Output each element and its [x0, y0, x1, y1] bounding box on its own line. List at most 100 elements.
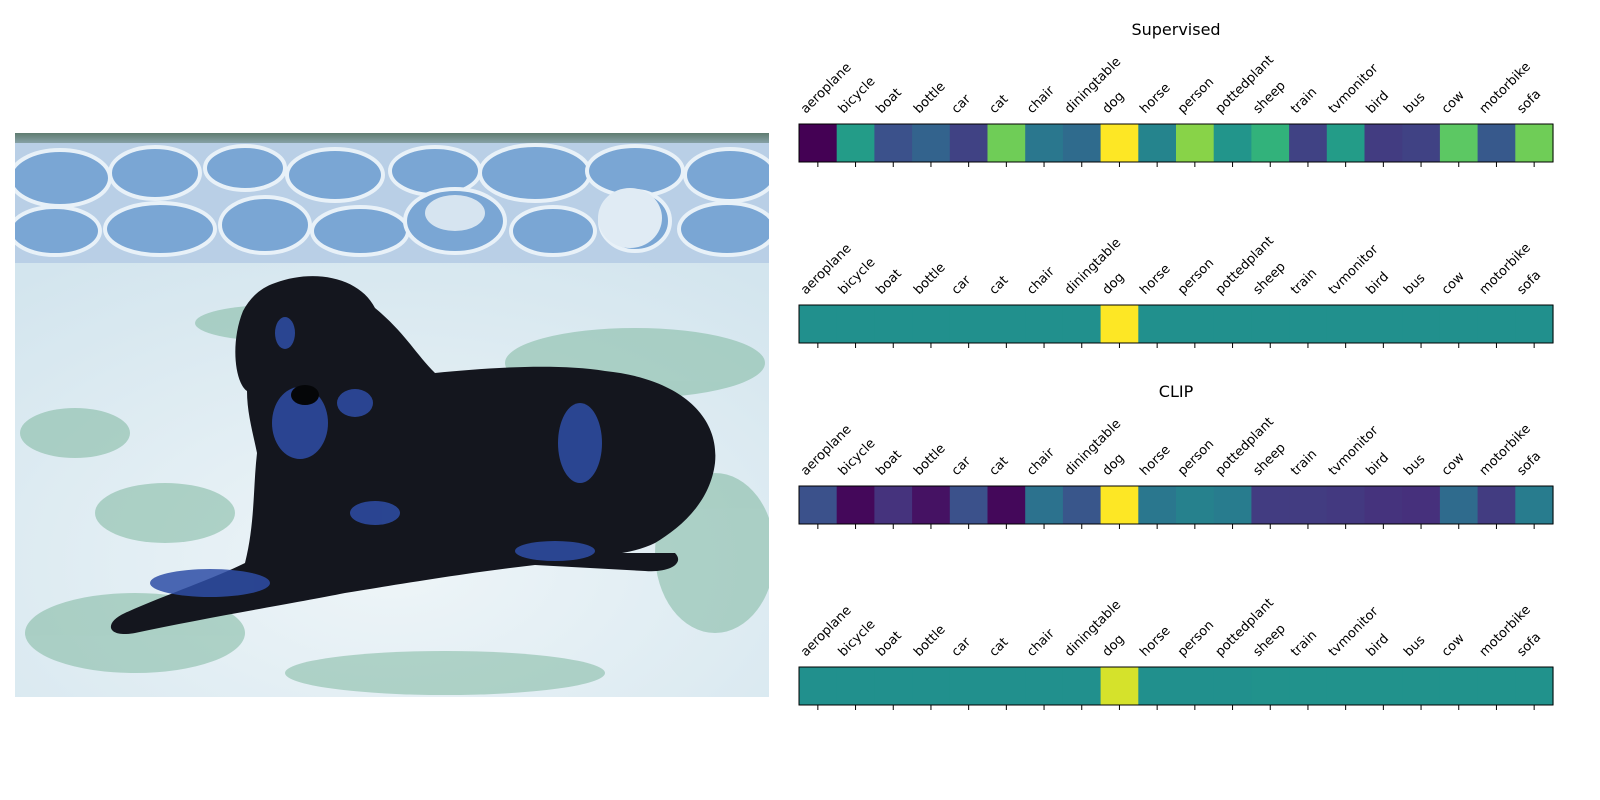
- heatmap-cell: [912, 486, 951, 524]
- tick-label: bottle: [911, 622, 948, 659]
- heatmap-cell: [1402, 486, 1441, 524]
- heatmap-cell: [1477, 486, 1516, 524]
- heatmap-cell: [1100, 305, 1139, 343]
- heatmap-cell: [1402, 305, 1441, 343]
- heatmap-cell: [1289, 305, 1328, 343]
- tick-label: car: [949, 272, 975, 298]
- heatmap-cell: [836, 486, 875, 524]
- tick-label: car: [949, 453, 975, 479]
- input-photo: [15, 133, 769, 697]
- tick-label: bird: [1364, 269, 1392, 297]
- tick-label: cat: [987, 635, 1012, 660]
- heatmap-cell: [1138, 305, 1177, 343]
- heatmap-cell: [1364, 305, 1403, 343]
- tick-label: person: [1175, 618, 1217, 660]
- heatmap-cell: [1251, 667, 1290, 705]
- tick-label: cow: [1439, 450, 1468, 479]
- tick-label: sheep: [1250, 78, 1288, 116]
- heatmap-cell: [1100, 486, 1139, 524]
- heatmap-cell: [799, 124, 838, 162]
- heatmap-cell: [1439, 486, 1479, 524]
- heatmap-cell: [1364, 486, 1403, 524]
- tick-label: dog: [1100, 632, 1128, 660]
- tick-label: person: [1175, 75, 1217, 117]
- heatmap-cell: [1100, 124, 1139, 162]
- tick-label: person: [1175, 437, 1217, 479]
- tick-label: dog: [1100, 89, 1128, 117]
- heatmap-cell: [987, 667, 1026, 705]
- heatmap-cell: [1176, 305, 1215, 343]
- heatmap-cell: [1251, 486, 1290, 524]
- tick-label: cat: [987, 92, 1012, 117]
- dog-nose: [291, 385, 319, 405]
- tick-label: cow: [1439, 88, 1468, 117]
- heatmap-cell: [1138, 124, 1177, 162]
- heatmap-cell: [1364, 124, 1403, 162]
- tick-label: car: [949, 634, 975, 660]
- tick-label: train: [1288, 447, 1320, 479]
- heatmap-cell: [1138, 486, 1177, 524]
- heatmap-cell: [799, 486, 838, 524]
- heatmap-cell: [1213, 305, 1252, 343]
- tick-label: bus: [1401, 271, 1428, 298]
- tick-label: sofa: [1514, 630, 1544, 660]
- tick-label: train: [1288, 628, 1320, 660]
- heatmap-cell: [1439, 124, 1479, 162]
- heatmap-cell: [987, 486, 1026, 524]
- strip-frame: [798, 485, 1554, 525]
- tick-label: chair: [1024, 264, 1058, 298]
- heatmap-cell: [1213, 667, 1252, 705]
- heatmap-cell: [799, 667, 838, 705]
- tick-label: bird: [1364, 631, 1392, 659]
- heatmap-cell: [1326, 305, 1366, 343]
- heatmap-cell: [1138, 667, 1177, 705]
- tick-label: sofa: [1514, 268, 1544, 298]
- tick-label: sheep: [1250, 621, 1288, 659]
- heatmap-cell: [949, 486, 989, 524]
- heatmap-cell: [1289, 667, 1328, 705]
- stone-wall: [15, 143, 769, 263]
- heatmap-cell: [1326, 486, 1366, 524]
- tick-label: horse: [1137, 81, 1173, 117]
- heatmap-cell: [836, 305, 875, 343]
- heatmap-cell: [1213, 124, 1252, 162]
- chart-title: CLIP: [1159, 382, 1194, 401]
- tick-label: sofa: [1514, 449, 1544, 479]
- heatmap-cell: [1515, 486, 1554, 524]
- heatmap-cell: [987, 124, 1026, 162]
- heatmap-cell: [1176, 124, 1215, 162]
- heatmap-cell: [912, 124, 951, 162]
- tick-label: horse: [1137, 262, 1173, 298]
- heatmap-cell: [1477, 305, 1516, 343]
- dog-highlights: [150, 317, 602, 597]
- heatmap-cell: [912, 667, 951, 705]
- heatmap-cell: [1062, 667, 1102, 705]
- tick-label: bottle: [911, 79, 948, 116]
- heatmap-cell: [1402, 667, 1441, 705]
- tick-label: cat: [987, 454, 1012, 479]
- tick-label: cow: [1439, 631, 1468, 660]
- heatmap-cell: [799, 305, 838, 343]
- heatmap-cell: [949, 124, 989, 162]
- tick-label: boat: [873, 267, 904, 298]
- heatmap-cell: [1364, 667, 1403, 705]
- tick-label: boat: [873, 448, 904, 479]
- chart-title: Supervised: [1131, 20, 1220, 39]
- tick-label: horse: [1137, 624, 1173, 660]
- heatmap-cell: [1326, 124, 1366, 162]
- heatmap-cell: [1289, 486, 1328, 524]
- heatmap-cell: [1025, 305, 1064, 343]
- heatmap-cell: [1025, 667, 1064, 705]
- heatmap-cell: [1062, 124, 1102, 162]
- tick-label: bird: [1364, 88, 1392, 116]
- heatmap-cell: [874, 486, 913, 524]
- heatmap-cell: [1062, 305, 1102, 343]
- tick-label: bus: [1401, 633, 1428, 660]
- tick-label: cat: [987, 273, 1012, 298]
- heatmap-cell: [1062, 486, 1102, 524]
- heatmap-cell: [1213, 486, 1252, 524]
- strip-frame: [798, 123, 1554, 163]
